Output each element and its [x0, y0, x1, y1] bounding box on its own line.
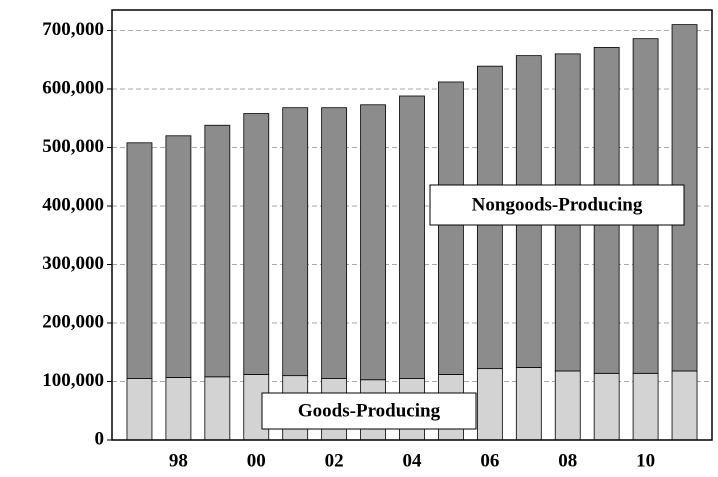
x-tick-label: 04	[403, 450, 423, 471]
bar-segment	[632, 372, 659, 441]
y-tick-label: 0	[95, 428, 105, 449]
y-tick-label: 400,000	[42, 194, 104, 215]
x-tick-label: 98	[169, 450, 188, 471]
y-tick-label: 300,000	[42, 253, 104, 274]
y-tick-label: 600,000	[42, 77, 104, 98]
series-label-box	[429, 184, 685, 226]
bar-segment	[204, 376, 231, 441]
x-tick-label: 10	[636, 450, 655, 471]
x-tick-label: 06	[480, 450, 499, 471]
bar-segment	[515, 367, 542, 441]
bar-segment	[126, 142, 153, 379]
bar-segment	[438, 81, 464, 375]
x-tick-label: 02	[325, 450, 344, 471]
bar-segment	[671, 370, 698, 441]
plot-frame	[111, 9, 713, 441]
bar-segment	[593, 372, 620, 441]
bar-segment	[165, 377, 192, 441]
y-tick-label: 700,000	[42, 19, 104, 40]
x-tick-label: 00	[247, 450, 266, 471]
y-tick-label: 100,000	[42, 370, 104, 391]
series-label-box	[261, 392, 477, 430]
bar-segment	[476, 368, 503, 441]
bar-segment	[204, 124, 231, 378]
bar-segment	[554, 370, 581, 441]
bar-segment	[321, 107, 348, 379]
bar-segment	[282, 107, 309, 377]
bar-segment	[243, 113, 270, 375]
y-tick-label: 200,000	[42, 311, 104, 332]
y-tick-label: 500,000	[42, 136, 104, 157]
bar-segment	[126, 378, 153, 441]
series-label: Nongoods-Producing	[472, 194, 643, 215]
bar-segment	[399, 95, 425, 379]
bar-segment	[360, 104, 386, 381]
series-label: Goods-Producing	[298, 400, 441, 421]
bar-segment	[165, 135, 192, 378]
x-tick-label: 08	[558, 450, 577, 471]
